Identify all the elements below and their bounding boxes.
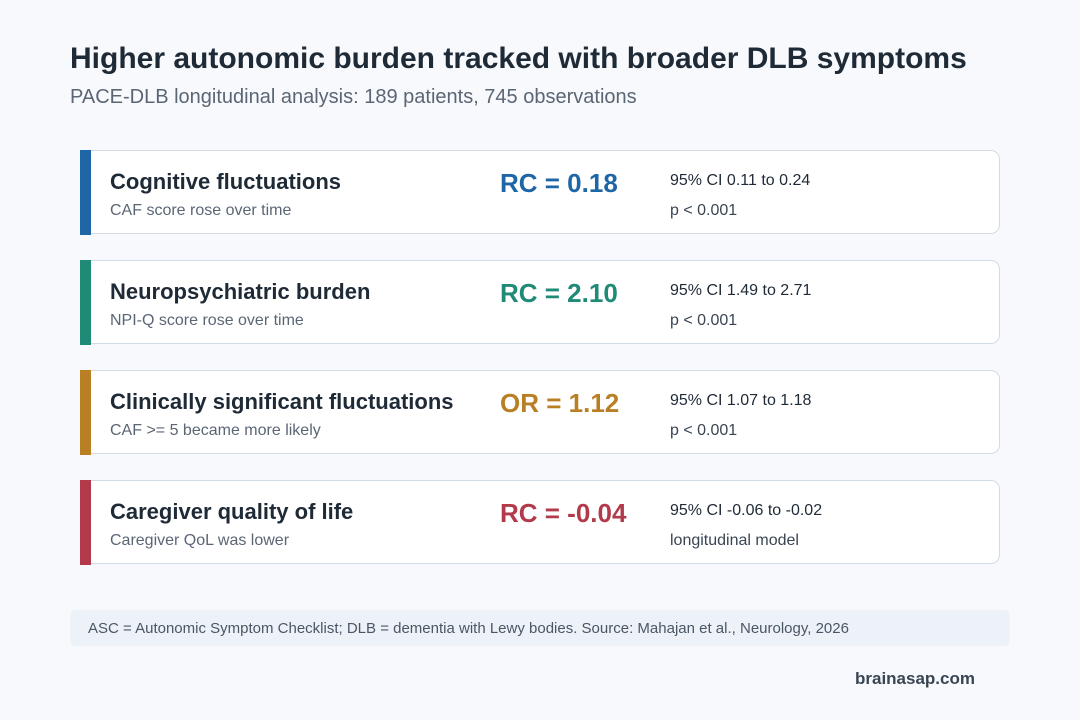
effect-stat: RC = 2.10: [500, 278, 618, 308]
footnote-box: ASC = Autonomic Symptom Checklist; DLB =…: [70, 610, 1010, 646]
card-title: Caregiver quality of life: [110, 499, 354, 524]
card-subtitle: CAF score rose over time: [110, 202, 292, 219]
card-subtitle: CAF >= 5 became more likely: [110, 422, 321, 439]
subtitle: PACE-DLB longitudinal analysis: 189 pati…: [70, 86, 637, 108]
significance: p < 0.001: [670, 422, 738, 439]
card-title: Cognitive fluctuations: [110, 169, 341, 194]
effect-stat: RC = -0.04: [500, 498, 627, 528]
accent-bar: [80, 479, 91, 565]
card-title: Neuropsychiatric burden: [110, 279, 371, 304]
accent-bar: [80, 369, 91, 455]
confidence-interval: 95% CI -0.06 to -0.02: [670, 502, 823, 519]
result-card: Clinically significant fluctuations CAF >…: [80, 369, 1000, 455]
effect-stat: OR = 1.12: [500, 388, 620, 418]
accent-bar: [80, 149, 91, 235]
title: Higher autonomic burden tracked with bro…: [70, 42, 967, 75]
significance: longitudinal model: [670, 532, 799, 549]
card-subtitle: NPI-Q score rose over time: [110, 312, 304, 329]
confidence-interval: 95% CI 1.49 to 2.71: [670, 282, 812, 299]
footnote: ASC = Autonomic Symptom Checklist; DLB =…: [88, 620, 849, 637]
effect-stat: RC = 0.18: [500, 168, 618, 198]
confidence-interval: 95% CI 0.11 to 0.24: [670, 172, 811, 189]
confidence-interval: 95% CI 1.07 to 1.18: [670, 392, 812, 409]
result-card: Cognitive fluctuations CAF score rose ove…: [80, 149, 1000, 235]
accent-bar: [80, 259, 91, 345]
significance: p < 0.001: [670, 202, 738, 219]
result-card: Neuropsychiatric burden NPI-Q score rose …: [80, 259, 1000, 345]
brand: brainasap.com: [855, 669, 975, 688]
result-card: Caregiver quality of life Caregiver QoL w…: [80, 479, 1000, 565]
significance: p < 0.001: [670, 312, 738, 329]
card-subtitle: Caregiver QoL was lower: [110, 532, 290, 549]
card-title: Clinically significant fluctuations: [110, 389, 454, 414]
